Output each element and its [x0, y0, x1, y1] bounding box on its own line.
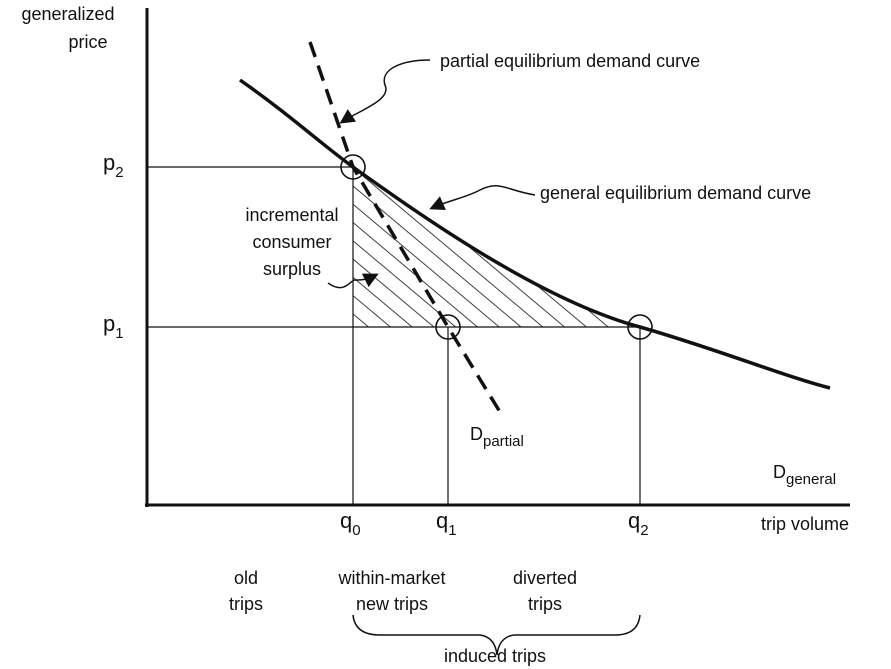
surplus-label: consumer [252, 232, 331, 252]
trip-group: trips [528, 594, 562, 614]
arrows [327, 59, 536, 289]
price-label: p1 [103, 311, 124, 342]
curve-annotation: partial equilibrium demand curve [440, 51, 700, 71]
curve-annotation: general equilibrium demand curve [540, 183, 811, 203]
surplus-label: incremental [245, 205, 338, 225]
y-axis-label: price [68, 32, 107, 52]
quantity-label: q2 [628, 508, 649, 539]
trip-group: new trips [356, 594, 428, 614]
trip-group: old [234, 568, 258, 588]
price-label: p2 [103, 150, 124, 181]
curve-label: Dgeneral [773, 462, 836, 488]
y-axis-label: generalized [21, 4, 114, 24]
surplus-area [353, 167, 640, 327]
x-axis-label: trip volume [761, 514, 849, 534]
trip-group: within-market [337, 568, 445, 588]
general-curve [238, 78, 831, 390]
surplus-label: surplus [263, 259, 321, 279]
induced-label: induced trips [444, 646, 546, 666]
brace [352, 614, 641, 656]
partial-curve [308, 41, 502, 413]
quantity-label: q1 [436, 508, 457, 539]
trip-group: diverted [513, 568, 577, 588]
trip-group: trips [229, 594, 263, 614]
curve-label: Dpartial [470, 424, 524, 450]
axes [145, 8, 850, 507]
equilibrium-points [340, 154, 653, 340]
quantity-label: q0 [340, 508, 361, 539]
